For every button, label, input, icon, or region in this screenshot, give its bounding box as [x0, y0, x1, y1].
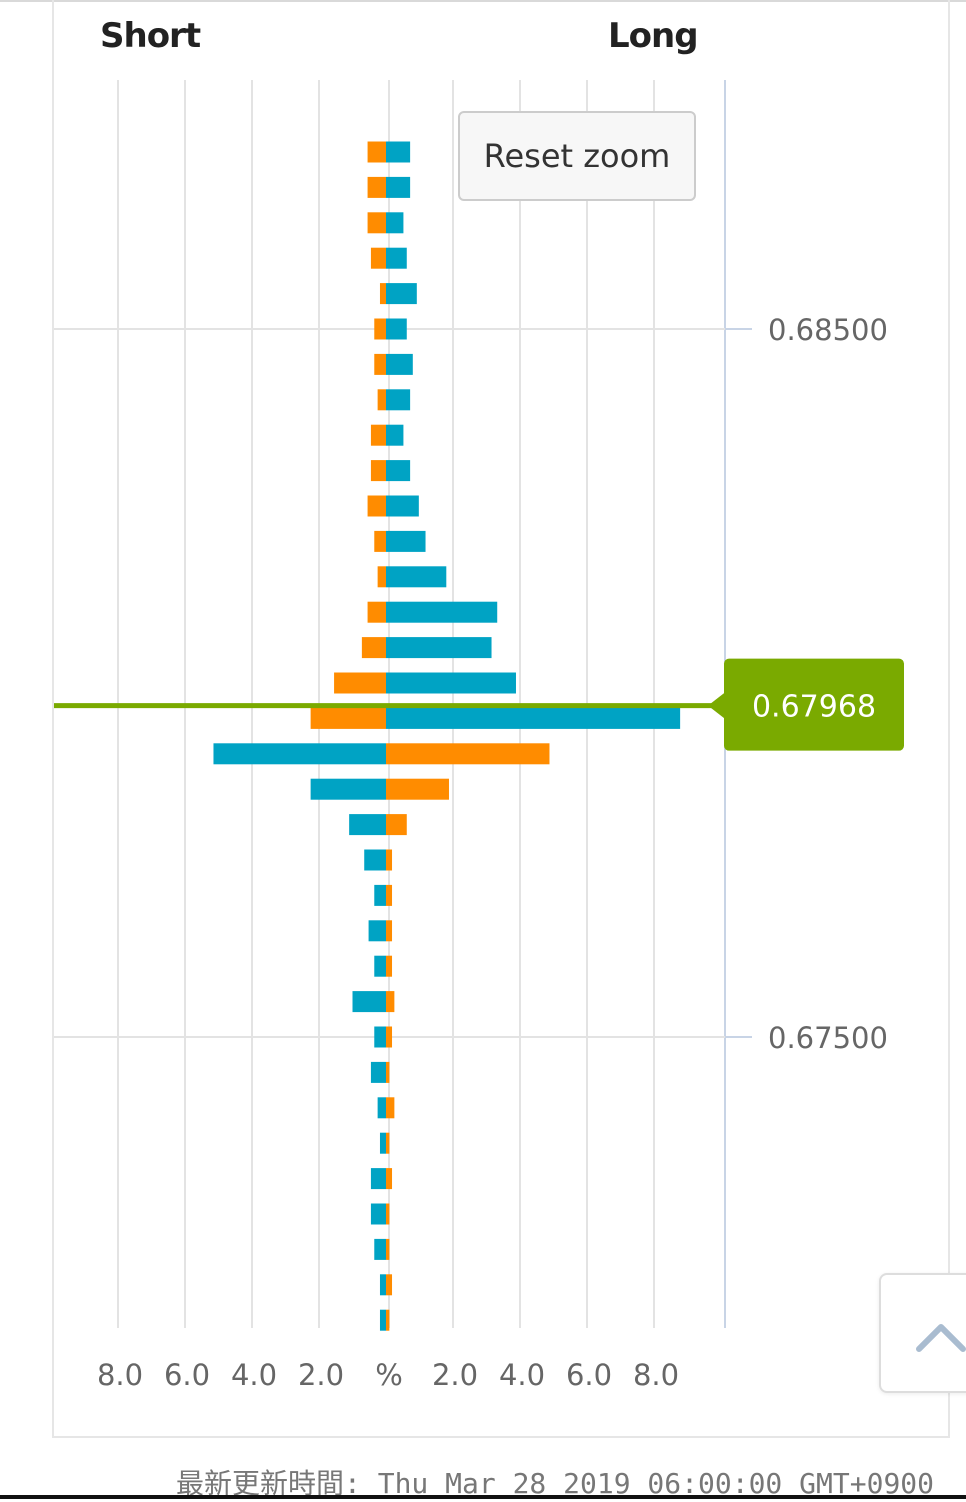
orange-bar: [386, 920, 393, 942]
teal-bar: [386, 212, 404, 234]
teal-bar: [386, 601, 498, 623]
teal-bar: [386, 141, 411, 163]
current-price-label: 0.67968: [752, 690, 876, 725]
teal-bar: [386, 707, 681, 729]
x-tick-label: 6.0: [164, 1358, 210, 1392]
orange-bar: [386, 884, 393, 906]
teal-bar: [368, 920, 386, 942]
x-tick-label: 4.0: [499, 1358, 545, 1392]
teal-bar: [374, 884, 386, 906]
teal-bar: [370, 1168, 386, 1190]
y-tick-label: 0.67500: [768, 1021, 888, 1055]
orange-bar: [367, 212, 386, 234]
teal-bar: [386, 318, 407, 340]
x-tick-label: 4.0: [231, 1358, 277, 1392]
teal-bar: [386, 247, 407, 269]
orange-bar: [386, 778, 449, 800]
orange-bar: [334, 672, 386, 694]
teal-bar: [374, 1238, 386, 1260]
orange-bar: [386, 1132, 390, 1154]
teal-bar: [386, 495, 419, 517]
orange-bar: [370, 424, 386, 446]
price-layer: 0.67968: [54, 658, 904, 751]
long-label: Long: [608, 16, 699, 56]
orange-bar: [386, 1097, 395, 1119]
teal-bar: [386, 566, 447, 588]
teal-bar: [379, 1309, 386, 1331]
teal-bar: [386, 530, 426, 552]
teal-bar: [386, 460, 411, 482]
orange-bar: [374, 318, 386, 340]
bars-layer: [213, 141, 681, 1331]
x-tick-label: 6.0: [566, 1358, 612, 1392]
teal-bar: [370, 1203, 386, 1225]
orange-bar: [386, 991, 395, 1013]
teal-bar: [386, 637, 492, 659]
teal-bar: [370, 1061, 386, 1083]
orange-bar: [386, 1238, 390, 1260]
orange-bar: [386, 814, 407, 836]
teal-bar: [213, 743, 386, 765]
teal-bar: [379, 1274, 386, 1296]
orange-bar: [367, 141, 386, 163]
orange-bar: [386, 849, 393, 871]
orange-bar: [386, 1274, 393, 1296]
orange-bar: [361, 637, 386, 659]
teal-bar: [377, 1097, 386, 1119]
teal-bar: [310, 778, 386, 800]
teal-bar: [386, 283, 417, 305]
last-updated-text: 最新更新時間: Thu Mar 28 2019 06:00:00 GMT+090…: [176, 1467, 935, 1500]
orange-bar: [370, 460, 386, 482]
teal-bar: [386, 672, 516, 694]
orange-bar: [386, 1309, 390, 1331]
chevron-up-icon: [916, 1324, 966, 1352]
reset-zoom-button[interactable]: Reset zoom: [458, 111, 696, 201]
chart-panel: [52, 0, 950, 1438]
orange-bar: [370, 247, 386, 269]
top-border: [0, 0, 966, 2]
x-tick-label: 2.0: [432, 1358, 478, 1392]
orange-bar: [386, 955, 393, 977]
orange-bar: [310, 707, 386, 729]
orange-bar: [379, 283, 386, 305]
orange-bar: [367, 176, 386, 198]
scroll-top-button[interactable]: [879, 1273, 966, 1393]
x-tick-label: 8.0: [97, 1358, 143, 1392]
current-price-pointer: [708, 691, 726, 720]
orange-bar: [386, 1026, 393, 1048]
teal-bar: [379, 1132, 386, 1154]
bottom-bar: [0, 1495, 966, 1499]
x-unit-label: %: [375, 1358, 403, 1392]
current-price-tag: [724, 658, 904, 751]
orange-bar: [367, 601, 386, 623]
teal-bar: [374, 955, 386, 977]
orange-bar: [386, 743, 550, 765]
teal-bar: [386, 424, 404, 446]
teal-bar: [386, 389, 411, 411]
orange-bar: [386, 1168, 393, 1190]
orange-bar: [367, 495, 386, 517]
y-tick-label: 0.68500: [768, 313, 888, 347]
labels-layer: 0.68500 0.67500 8.0 6.0 4.0 2.0 2.0 4.0 6.0 8.0%: [97, 313, 888, 1392]
orange-bar: [377, 566, 386, 588]
short-label: Short: [100, 16, 201, 56]
teal-bar: [374, 1026, 386, 1048]
teal-bar: [352, 991, 386, 1013]
orange-bar: [374, 530, 386, 552]
x-tick-label: 2.0: [298, 1358, 344, 1392]
teal-bar: [349, 814, 386, 836]
orange-bar: [377, 389, 386, 411]
orange-bar: [374, 353, 386, 375]
teal-bar: [364, 849, 386, 871]
orange-bar: [386, 1061, 390, 1083]
orange-bar: [386, 1203, 390, 1225]
x-tick-label: 8.0: [633, 1358, 679, 1392]
teal-bar: [386, 176, 411, 198]
teal-bar: [386, 353, 413, 375]
